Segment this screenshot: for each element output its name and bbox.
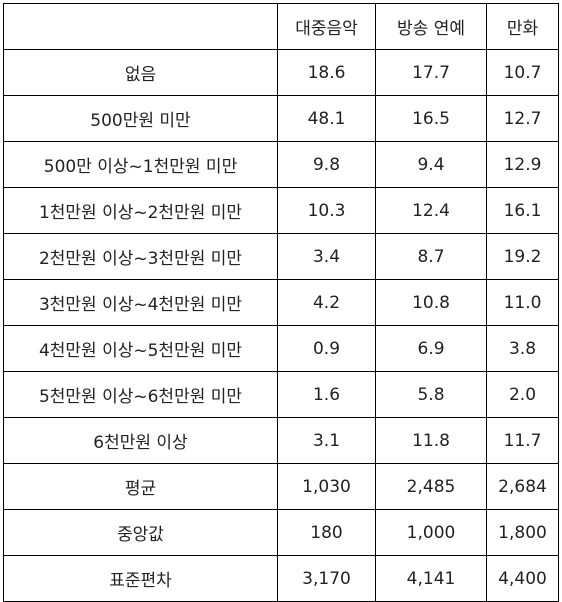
value-cell: 4.2 bbox=[277, 279, 376, 326]
row-label: 2천만원 이상~3천만원 미만 bbox=[3, 233, 278, 280]
table-row: 표준편차 3,170 4,141 4,400 bbox=[3, 555, 559, 602]
table-row: 평균 1,030 2,485 2,684 bbox=[3, 463, 559, 510]
value-cell: 12.7 bbox=[486, 95, 559, 142]
value-cell: 16.5 bbox=[375, 95, 487, 142]
value-cell: 3.8 bbox=[486, 325, 559, 372]
value-cell: 180 bbox=[277, 509, 376, 556]
value-cell: 3.1 bbox=[277, 417, 376, 464]
row-label: 3천만원 이상~4천만원 미만 bbox=[3, 279, 278, 326]
value-cell: 10.8 bbox=[375, 279, 487, 326]
value-cell: 9.4 bbox=[375, 141, 487, 188]
value-cell: 3.4 bbox=[277, 233, 376, 280]
value-cell: 18.6 bbox=[277, 49, 376, 96]
value-cell: 5.8 bbox=[375, 371, 487, 418]
value-cell: 4,141 bbox=[375, 555, 487, 602]
header-cell: 방송 연예 bbox=[375, 3, 487, 50]
table-row: 1천만원 이상~2천만원 미만 10.3 12.4 16.1 bbox=[3, 187, 559, 234]
value-cell: 48.1 bbox=[277, 95, 376, 142]
value-cell: 9.8 bbox=[277, 141, 376, 188]
row-label: 6천만원 이상 bbox=[3, 417, 278, 464]
value-cell: 11.0 bbox=[486, 279, 559, 326]
row-label: 500만 이상~1천만원 미만 bbox=[3, 141, 278, 188]
row-label: 5천만원 이상~6천만원 미만 bbox=[3, 371, 278, 418]
value-cell: 19.2 bbox=[486, 233, 559, 280]
row-label: 평균 bbox=[3, 463, 278, 510]
corner-cell bbox=[3, 3, 278, 50]
value-cell: 8.7 bbox=[375, 233, 487, 280]
row-label: 1천만원 이상~2천만원 미만 bbox=[3, 187, 278, 234]
value-cell: 11.7 bbox=[486, 417, 559, 464]
value-cell: 10.3 bbox=[277, 187, 376, 234]
table-row: 3천만원 이상~4천만원 미만 4.2 10.8 11.0 bbox=[3, 279, 559, 326]
header-row: 대중음악 방송 연예 만화 bbox=[3, 3, 559, 50]
value-cell: 16.1 bbox=[486, 187, 559, 234]
header-cell: 대중음악 bbox=[277, 3, 376, 50]
value-cell: 2,485 bbox=[375, 463, 487, 510]
table-row: 4천만원 이상~5천만원 미만 0.9 6.9 3.8 bbox=[3, 325, 559, 372]
row-label: 4천만원 이상~5천만원 미만 bbox=[3, 325, 278, 372]
value-cell: 3,170 bbox=[277, 555, 376, 602]
value-cell: 6.9 bbox=[375, 325, 487, 372]
value-cell: 1,000 bbox=[375, 509, 487, 556]
data-table: 대중음악 방송 연예 만화 없음 18.6 17.7 10.7 500만원 미만 48.1… bbox=[3, 3, 559, 602]
row-label: 500만원 미만 bbox=[3, 95, 278, 142]
table-row: 중앙값 180 1,000 1,800 bbox=[3, 509, 559, 556]
value-cell: 2,684 bbox=[486, 463, 559, 510]
value-cell: 1,030 bbox=[277, 463, 376, 510]
table-row: 2천만원 이상~3천만원 미만 3.4 8.7 19.2 bbox=[3, 233, 559, 280]
row-label: 중앙값 bbox=[3, 509, 278, 556]
value-cell: 2.0 bbox=[486, 371, 559, 418]
table-row: 6천만원 이상 3.1 11.8 11.7 bbox=[3, 417, 559, 464]
table-row: 없음 18.6 17.7 10.7 bbox=[3, 49, 559, 96]
value-cell: 4,400 bbox=[486, 555, 559, 602]
row-label: 없음 bbox=[3, 49, 278, 96]
header-cell: 만화 bbox=[486, 3, 559, 50]
value-cell: 0.9 bbox=[277, 325, 376, 372]
table-body: 대중음악 방송 연예 만화 없음 18.6 17.7 10.7 500만원 미만 48.1… bbox=[3, 3, 559, 602]
value-cell: 12.9 bbox=[486, 141, 559, 188]
row-label: 표준편차 bbox=[3, 555, 278, 602]
value-cell: 17.7 bbox=[375, 49, 487, 96]
value-cell: 1.6 bbox=[277, 371, 376, 418]
table-row: 5천만원 이상~6천만원 미만 1.6 5.8 2.0 bbox=[3, 371, 559, 418]
value-cell: 12.4 bbox=[375, 187, 487, 234]
table-row: 500만원 미만 48.1 16.5 12.7 bbox=[3, 95, 559, 142]
table-row: 500만 이상~1천만원 미만 9.8 9.4 12.9 bbox=[3, 141, 559, 188]
value-cell: 1,800 bbox=[486, 509, 559, 556]
value-cell: 10.7 bbox=[486, 49, 559, 96]
value-cell: 11.8 bbox=[375, 417, 487, 464]
